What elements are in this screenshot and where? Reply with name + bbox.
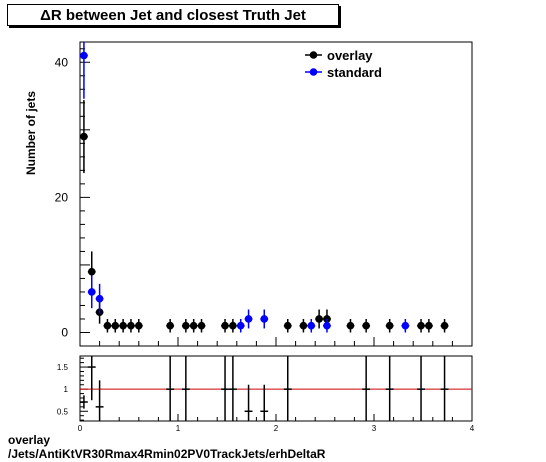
footer-path: /Jets/AntiKtVR30Rmax4Rmin02PV0TrackJets/… — [8, 447, 326, 461]
x-tick-label: 4 — [470, 424, 475, 433]
data-point — [315, 315, 323, 323]
data-point — [244, 315, 253, 323]
data-point — [80, 132, 88, 141]
y-tick-label: 40 — [55, 55, 69, 69]
data-point — [87, 267, 96, 276]
data-point — [346, 321, 355, 330]
y-tick-label: 0 — [61, 325, 68, 339]
data-point — [135, 321, 143, 330]
main-data-points — [80, 42, 449, 333]
ratio-data-points — [80, 356, 449, 421]
x-tick-label: 0 — [78, 424, 83, 433]
main-axes: 0 20 40 — [55, 48, 473, 346]
data-point — [307, 321, 316, 330]
data-point — [127, 321, 135, 330]
data-point — [440, 321, 449, 330]
y-tick-label: 1 — [64, 385, 69, 394]
ratio-plot-frame — [79, 355, 473, 422]
data-point — [189, 321, 198, 330]
y-tick-label: 20 — [55, 190, 69, 204]
x-tick-label: 1 — [176, 424, 181, 433]
data-point — [425, 321, 433, 330]
data-point — [229, 321, 237, 330]
y-tick-label: 0.5 — [57, 407, 69, 416]
y-axis-label: Number of jets — [24, 91, 38, 175]
data-point — [323, 321, 331, 330]
data-point — [417, 321, 425, 330]
data-point — [166, 321, 174, 330]
main-plot-frame — [79, 41, 473, 347]
legend-label: overlay — [327, 48, 373, 63]
title-box: ΔR between Jet and closest Truth Jet — [7, 4, 339, 26]
legend: overlay standard — [305, 48, 382, 80]
data-point — [80, 51, 88, 60]
data-point — [401, 321, 410, 330]
footer-label: overlay — [8, 433, 51, 447]
data-point — [111, 321, 120, 330]
data-point — [103, 321, 112, 330]
data-point — [299, 321, 308, 330]
data-point — [197, 321, 206, 330]
data-point — [283, 321, 292, 330]
x-tick-label: 3 — [372, 424, 377, 433]
legend-label: standard — [327, 65, 382, 80]
data-point — [362, 321, 370, 330]
x-tick-label: 2 — [274, 424, 279, 433]
y-tick-label: 1.5 — [57, 363, 69, 372]
data-point — [95, 294, 104, 303]
data-point — [119, 321, 127, 330]
data-point — [182, 321, 190, 330]
data-point — [236, 321, 245, 330]
data-point — [385, 321, 394, 330]
chart-title: ΔR between Jet and closest Truth Jet — [40, 7, 306, 24]
data-point — [260, 315, 269, 323]
data-point — [221, 321, 229, 330]
data-point — [87, 288, 96, 296]
legend-marker — [309, 68, 318, 76]
ratio-axes: 0 1 2 3 4 0.5 1 1.5 — [57, 357, 475, 433]
legend-marker — [309, 51, 318, 59]
